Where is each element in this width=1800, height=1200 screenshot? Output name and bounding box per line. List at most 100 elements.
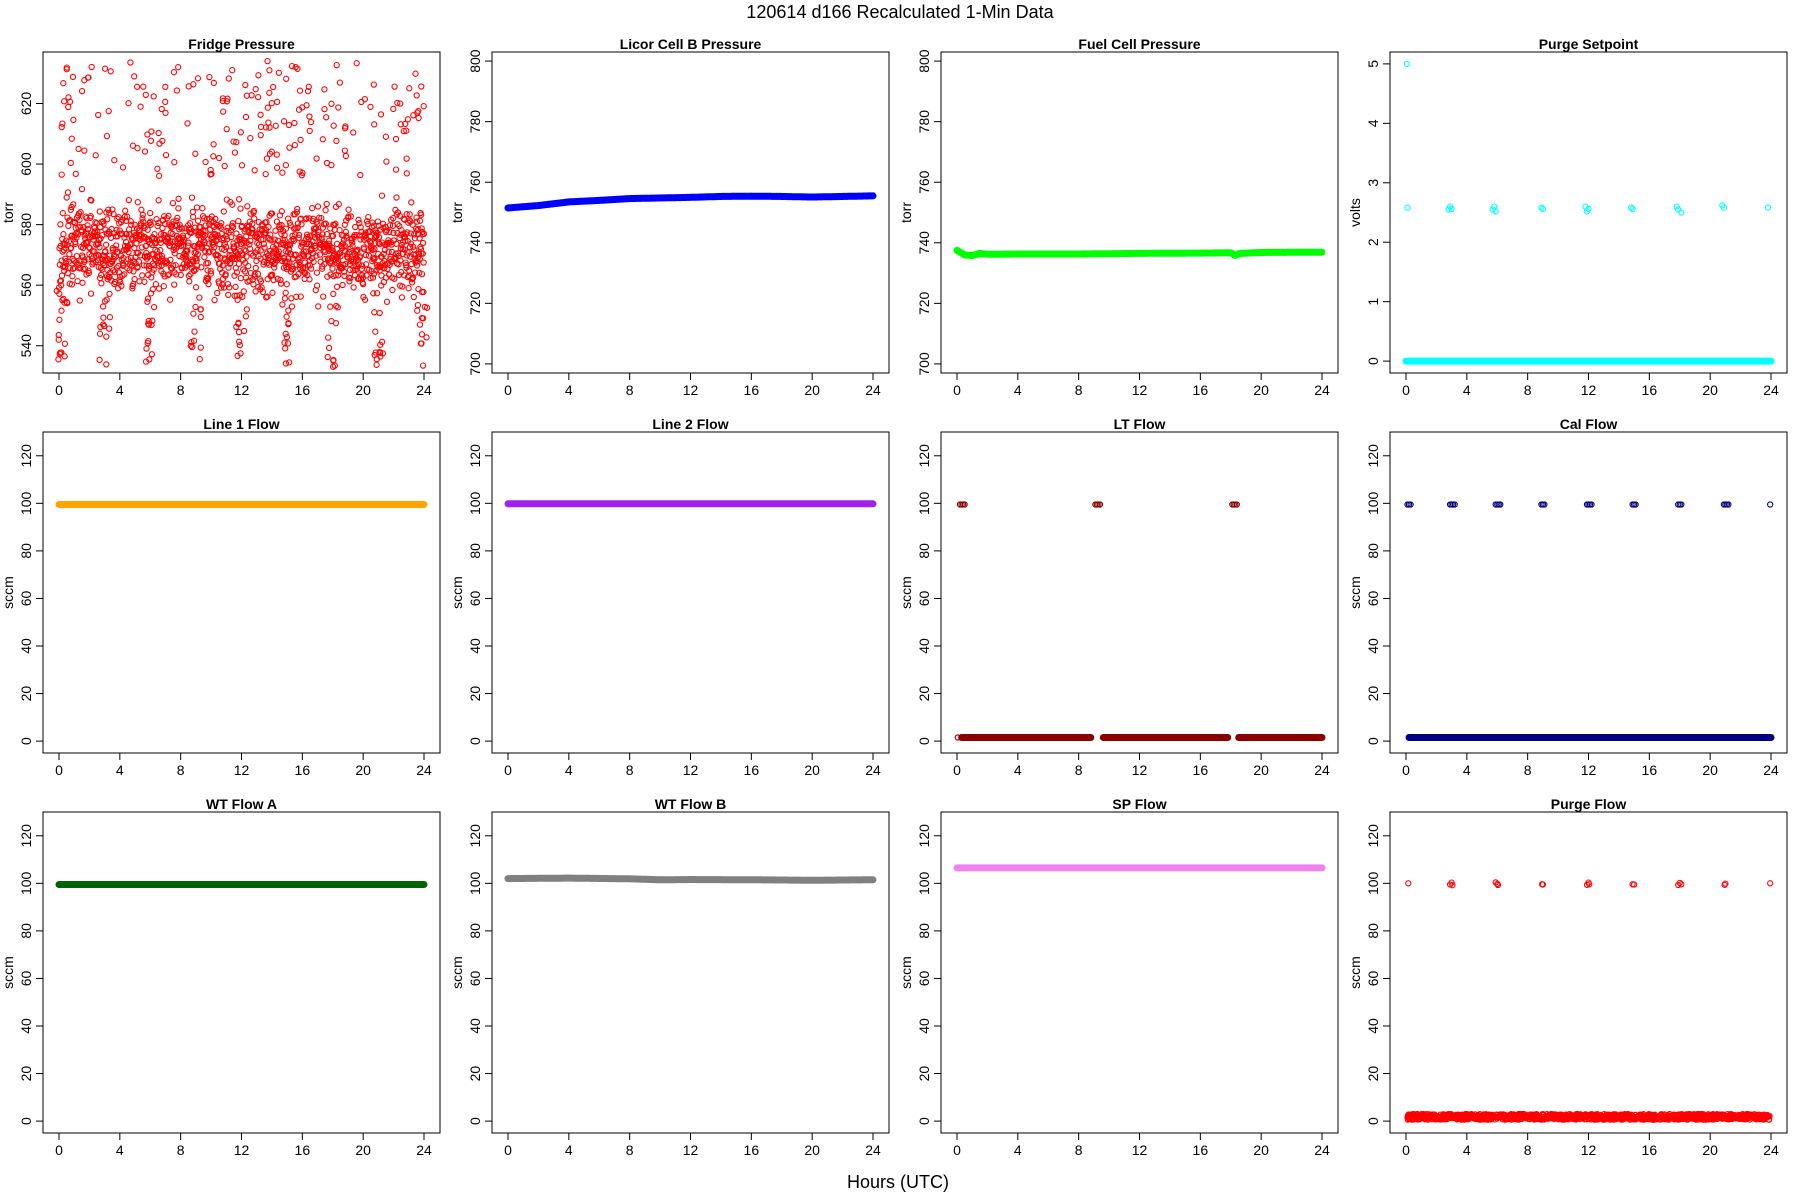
plot-frame [42,811,441,1134]
y-tick-label: 0 [916,737,932,745]
data-point [165,271,173,278]
y-tick-label: 40 [18,1018,34,1034]
data-point [147,218,154,225]
data-point [103,132,111,140]
data-point [313,269,321,276]
data-point [409,274,417,282]
data-point [358,262,366,269]
data-point [107,68,114,75]
data-point [288,303,296,310]
y-tick-label: 700 [916,352,932,376]
data-point [113,242,120,249]
data-point [416,321,424,328]
data-point [325,344,333,352]
plot-frame [491,811,890,1134]
data-point [323,200,330,208]
data-point [102,241,110,248]
data-point [1404,204,1411,211]
x-tick-label: 24 [865,1142,881,1158]
data-point [264,293,271,300]
data-point [96,244,103,251]
data-point [303,215,310,222]
data-point [57,221,64,228]
data-point [162,109,169,117]
data-point [400,230,407,237]
data-point [172,262,179,269]
data-point [1405,880,1412,887]
x-tick-label: 0 [953,382,961,398]
data-point [416,235,423,242]
data-point [403,252,411,259]
data-point [118,256,125,263]
data-point [281,236,288,244]
data-point [204,267,211,274]
data-point [333,137,340,145]
data-point [142,234,149,241]
data-point [264,57,271,65]
y-axis-label: sccm [1347,576,1363,609]
data-point [241,246,248,253]
data-point [70,116,77,124]
data-point [1678,209,1685,216]
data-point [155,197,162,204]
data-point [293,208,301,216]
data-point [371,255,378,262]
data-point [144,295,152,302]
data-point [418,314,426,322]
data-point [273,98,281,106]
data-point [58,272,66,279]
data-point [248,92,255,99]
y-tick-label: 0 [1365,1117,1381,1125]
data-point [175,64,182,71]
data-point [236,292,243,299]
data-point [278,221,285,229]
data-point [349,242,356,250]
x-tick-label: 4 [1463,382,1471,398]
data-point [295,270,302,278]
data-point [396,212,403,219]
data-point [273,151,280,158]
y-tick-label: 20 [467,686,483,702]
data-point [329,244,336,252]
data-point [391,275,398,282]
chart-panel: SP Flow sccm 0 4 8 12 16 20 24 0 20 40 60 80 100 120 [898,796,1339,1158]
data-point [143,255,151,262]
panel-title: WT Flow A [206,796,277,812]
data-point [266,150,274,157]
plot-frame [1389,431,1788,754]
panel-title: Fuel Cell Pressure [1078,36,1200,52]
data-point [154,222,161,230]
data-point [318,214,325,222]
data-point [329,232,337,240]
data-point [103,361,110,368]
data-point [262,170,269,178]
data-point [155,219,162,227]
data-point [328,317,335,325]
data-point [108,258,116,266]
data-point [413,92,420,99]
data-point [103,333,110,340]
data-point [266,67,273,74]
data-point [1764,204,1772,211]
data-point [192,303,199,311]
data-point [257,278,265,285]
data-point [309,205,316,212]
data-point [420,230,428,238]
data-point [65,103,72,111]
data-point [307,265,315,272]
data-point [334,304,341,311]
data-point [324,353,331,361]
x-tick-label: 20 [1702,762,1718,778]
data-point [255,72,262,79]
data-point [120,261,127,269]
x-tick-label: 16 [295,382,311,398]
data-point [413,218,420,225]
data-point [228,233,235,241]
data-point [403,155,410,162]
data-point [238,162,246,169]
y-tick-label: 40 [18,638,34,654]
data-point [165,212,172,220]
data-point [101,65,109,72]
data-point [266,124,273,131]
y-tick-label: 800 [916,49,932,73]
